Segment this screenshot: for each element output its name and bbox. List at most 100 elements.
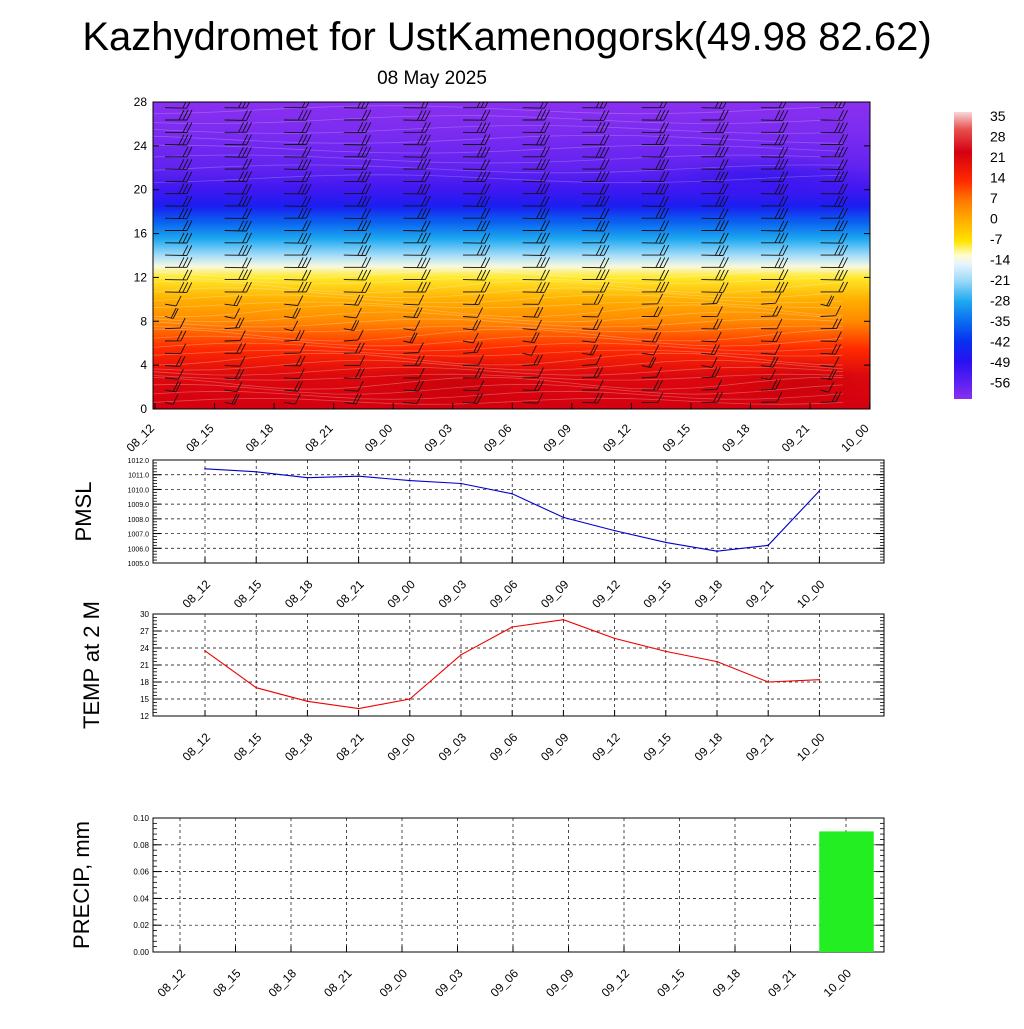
- wind-barb: [760, 110, 789, 121]
- wind-barb: [582, 195, 610, 207]
- y-tick-label: 1005.0: [128, 561, 150, 568]
- wind-barb: [164, 269, 193, 281]
- wind-barb: [164, 394, 179, 405]
- wind-barb: [820, 183, 848, 195]
- wind-barb: [343, 122, 372, 133]
- wind-barb: [164, 343, 187, 355]
- x-tick-label: 09_09: [538, 577, 572, 611]
- wind-barb: [582, 146, 610, 158]
- wind-barb: [284, 269, 312, 281]
- series-point: [306, 476, 309, 479]
- series-point: [665, 541, 667, 544]
- wind-barb: [224, 368, 245, 380]
- wind-barb: [463, 134, 491, 145]
- y-axis-title: PRECIP, mm: [69, 821, 94, 949]
- wind-barb: [284, 307, 301, 319]
- x-tick-label: 09_00: [384, 730, 418, 764]
- wind-barb: [164, 295, 182, 307]
- x-tick-label: 08_12: [180, 577, 214, 611]
- colorbar-label: -35: [990, 313, 1010, 329]
- wind-barb: [403, 244, 431, 256]
- wind-barb: [820, 171, 849, 182]
- wind-barb: [641, 146, 670, 158]
- wind-barb: [820, 244, 849, 256]
- wind-barb: [224, 122, 253, 133]
- y-tick-label: 0.04: [133, 894, 149, 903]
- wind-barb: [224, 393, 240, 405]
- wind-barb: [403, 342, 424, 354]
- heatmap-x-tick-label: 09_15: [660, 421, 694, 455]
- x-tick-label: 08_12: [155, 966, 189, 1000]
- wind-barb: [164, 245, 193, 256]
- wind-barb: [343, 393, 362, 405]
- warm-core-a: [360, 355, 540, 409]
- wind-barb: [284, 171, 312, 182]
- wind-barb: [522, 220, 551, 231]
- wind-barb: [164, 134, 193, 146]
- wind-barb: [224, 308, 240, 319]
- colorbar-label: -7: [990, 231, 1003, 247]
- x-tick-label: 08_21: [333, 577, 367, 611]
- wind-barb: [582, 158, 610, 170]
- wind-barb: [462, 367, 485, 379]
- wind-barb: [641, 281, 670, 293]
- isoline: [153, 270, 844, 280]
- wind-barb: [761, 232, 789, 244]
- wind-barb: [522, 109, 551, 121]
- wind-barb: [224, 102, 250, 109]
- wind-barb: [760, 220, 789, 232]
- wind-barb: [701, 220, 729, 231]
- wind-barb: [760, 208, 789, 219]
- wind-barb: [224, 281, 252, 293]
- wind-barb: [641, 379, 664, 391]
- wind-barb: [701, 357, 718, 368]
- series-point: [818, 678, 821, 681]
- wind-barb: [701, 257, 729, 268]
- wind-barb: [343, 220, 372, 231]
- series-point: [818, 490, 821, 492]
- wind-barb: [284, 257, 312, 269]
- wind-barb: [284, 109, 312, 121]
- wind-barb: [284, 102, 310, 109]
- wind-barb: [641, 344, 660, 356]
- wind-barb: [462, 257, 491, 269]
- wind-barb: [224, 220, 252, 232]
- wind-barb: [820, 331, 842, 342]
- wind-barb: [641, 171, 670, 182]
- wind-barb: [403, 232, 431, 244]
- series-point: [204, 650, 206, 652]
- wind-barb: [462, 109, 491, 121]
- wind-barb: [582, 183, 610, 195]
- wind-barb: [522, 345, 537, 356]
- wind-barb: [403, 183, 431, 195]
- wind-barb: [760, 378, 782, 391]
- wind-barb: [463, 207, 491, 219]
- wind-barb: [403, 367, 425, 379]
- x-tick-label: 09_15: [640, 730, 674, 764]
- wind-barb: [284, 196, 312, 207]
- series-point: [204, 468, 206, 470]
- x-tick-label: 09_06: [487, 730, 521, 764]
- wind-barb: [165, 257, 193, 268]
- wind-barb: [284, 207, 312, 219]
- wind-barb: [760, 102, 787, 109]
- x-tick-label: 09_12: [589, 730, 623, 764]
- wind-barb: [582, 332, 601, 343]
- wind-barb: [701, 195, 729, 207]
- wind-barb: [522, 269, 550, 281]
- wind-barb: [820, 195, 848, 207]
- wind-barb: [641, 331, 662, 343]
- wind-barb: [463, 244, 491, 256]
- wind-barb: [403, 332, 418, 344]
- wind-barb: [224, 330, 246, 342]
- heatmap-x-tick-label: 09_21: [779, 421, 813, 455]
- wind-barb: [761, 269, 789, 281]
- wind-barb: [343, 342, 365, 354]
- y-tick-label: 12: [140, 712, 149, 721]
- wind-barb: [582, 110, 610, 121]
- wind-barb: [701, 208, 729, 220]
- heatmap-frame: [152, 101, 871, 410]
- wind-barb: [820, 257, 848, 269]
- colorbar-label: 28: [990, 129, 1006, 145]
- wind-barb: [701, 102, 727, 109]
